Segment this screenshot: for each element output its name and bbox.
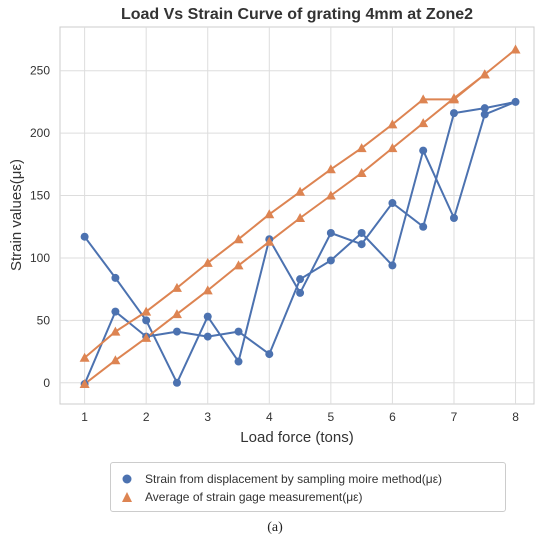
marks: [79, 44, 521, 389]
data-point-triangle: [325, 190, 336, 200]
y-tick-label: 0: [43, 376, 50, 390]
data-point-triangle: [479, 69, 490, 79]
data-point-triangle: [141, 306, 152, 316]
data-point-circle: [80, 232, 89, 241]
data-point-circle: [203, 312, 212, 321]
legend: Strain from displacement by sampling moi…: [110, 462, 506, 512]
data-point-circle: [326, 256, 335, 265]
x-tick-label: 8: [512, 410, 519, 424]
data-point-triangle: [202, 257, 213, 267]
y-tick-label: 200: [30, 126, 50, 140]
data-point-circle: [234, 357, 243, 366]
y-tick-label: 150: [30, 189, 50, 203]
data-point-circle: [296, 288, 305, 297]
data-point-triangle: [79, 352, 90, 362]
legend-label-moire: Strain from displacement by sampling moi…: [145, 472, 443, 486]
plot-area: [59, 26, 535, 405]
data-point-triangle: [171, 309, 182, 319]
x-tick-label: 3: [204, 410, 211, 424]
figure-caption: (a): [267, 520, 283, 535]
circle-marker-icon: [122, 474, 132, 484]
data-point-triangle: [387, 119, 398, 129]
data-point-circle: [419, 146, 428, 155]
triangle-marker-icon: [122, 492, 132, 502]
data-point-circle: [234, 327, 243, 336]
chart: 1 2 3 4 5 6 7 8 0 50 100 150 200 250 Load Vs Strain C…: [8, 6, 535, 446]
data-point-triangle: [448, 93, 459, 103]
data-point-triangle: [356, 143, 367, 153]
data-point-circle: [449, 213, 458, 222]
data-point-triangle: [295, 186, 306, 196]
x-tick-label: 7: [451, 410, 458, 424]
data-point-triangle: [171, 282, 182, 292]
grid: [60, 27, 534, 404]
data-point-triangle: [418, 118, 429, 128]
x-tick-label: 1: [81, 410, 88, 424]
data-point-circle: [172, 378, 181, 387]
data-point-circle: [142, 316, 151, 325]
data-point-circle: [203, 332, 212, 341]
data-point-circle: [357, 240, 366, 249]
x-tick-label: 5: [328, 410, 335, 424]
data-point-circle: [480, 104, 489, 113]
data-point-triangle: [264, 209, 275, 219]
chart-title: Load Vs Strain Curve of grating 4mm at Z…: [121, 6, 473, 23]
legend-item-moire: Strain from displacement by sampling moi…: [121, 471, 442, 487]
data-point-triangle: [418, 94, 429, 104]
data-point-circle: [172, 327, 181, 336]
data-point-triangle: [110, 326, 121, 336]
data-point-circle: [111, 273, 120, 282]
data-point-triangle: [264, 236, 275, 246]
data-point-circle: [265, 350, 274, 359]
data-point-triangle: [110, 355, 121, 365]
y-tick-label: 250: [30, 64, 50, 78]
data-point-circle: [111, 307, 120, 316]
data-point-circle: [357, 228, 366, 237]
data-point-circle: [388, 261, 397, 270]
data-point-circle: [326, 228, 335, 237]
x-axis-label: Load force (tons): [240, 429, 353, 446]
data-point-triangle: [387, 143, 398, 153]
y-tick-label: 100: [30, 251, 50, 265]
data-point-circle: [419, 222, 428, 231]
y-axis-label: Strain values(με): [8, 159, 25, 271]
x-tick-label: 2: [143, 410, 150, 424]
data-point-circle: [296, 275, 305, 284]
data-point-triangle: [233, 260, 244, 270]
y-tick-label: 50: [37, 313, 51, 327]
legend-item-gage: Average of strain gage measurement(με): [121, 489, 362, 505]
data-point-triangle: [233, 234, 244, 244]
data-point-triangle: [295, 212, 306, 222]
data-point-triangle: [356, 168, 367, 178]
ticks: 1 2 3 4 5 6 7 8 0 50 100 150 200 250: [30, 64, 519, 424]
data-point-circle: [449, 109, 458, 118]
data-point-triangle: [325, 164, 336, 174]
x-tick-label: 6: [389, 410, 396, 424]
data-point-circle: [388, 199, 397, 208]
data-point-triangle: [510, 44, 521, 54]
data-point-triangle: [141, 332, 152, 342]
data-point-circle: [480, 110, 489, 119]
x-tick-label: 4: [266, 410, 273, 424]
legend-label-gage: Average of strain gage measurement(με): [145, 490, 363, 504]
data-point-triangle: [79, 379, 90, 389]
data-point-triangle: [202, 285, 213, 295]
data-point-circle: [511, 97, 520, 106]
